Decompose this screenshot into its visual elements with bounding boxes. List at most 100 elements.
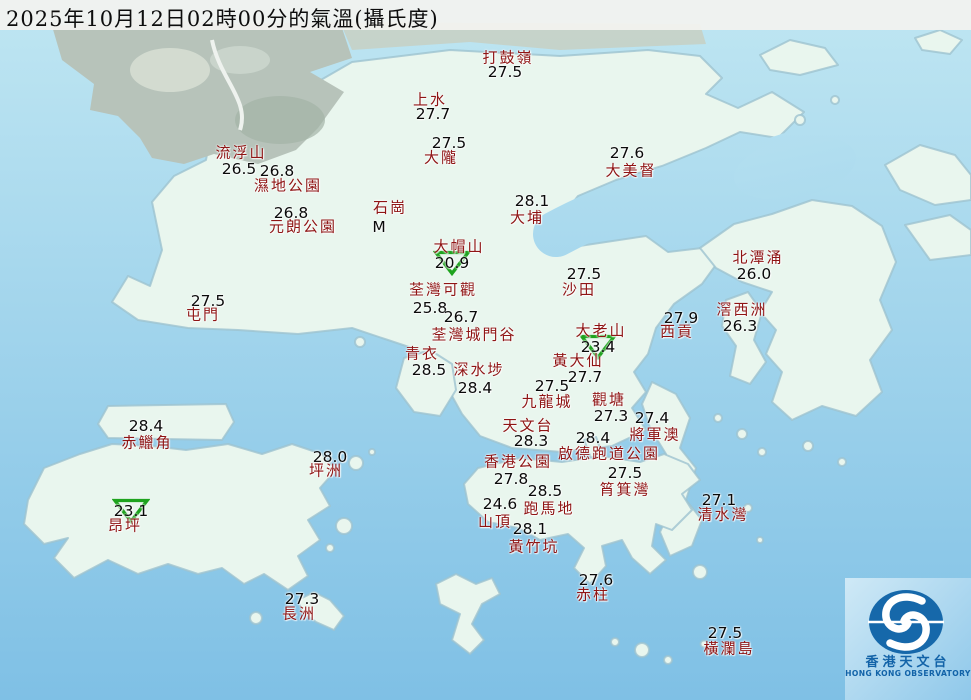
tolo-harbour-water [533,109,885,257]
station-temperature: 27.5 [707,624,743,642]
northeast-island-2 [884,144,971,206]
small-island [837,457,847,467]
small-island [757,447,767,457]
station-temperature: 27.7 [415,105,451,123]
station-temperature: 26.7 [443,308,479,326]
station-temperature: 27.5 [487,63,523,81]
station-name: 沙田 [561,280,597,299]
station-name: 觀塘 [591,390,627,409]
hko-logo-chinese-text: 香港天文台 [865,655,951,670]
station-temperature: 23.4 [580,338,616,356]
cheung-chau-island [297,591,345,631]
small-island [802,440,814,452]
station-name: 清水灣 [697,505,749,524]
station-name: 赤柱 [575,585,611,604]
station-temperature: 28.3 [513,432,549,450]
station-name: 筲箕灣 [599,480,651,499]
station-temperature: 27.5 [566,265,602,283]
lamma-island [435,573,501,655]
station-name: 西貢 [659,322,695,341]
station-name: 大美督 [605,161,657,180]
station-name: 坪洲 [308,461,344,480]
station-temperature: 27.5 [607,464,643,482]
station-name: 香港公園 [483,452,553,471]
station-name: 打鼓嶺 [482,48,534,67]
hko-logo-graphic [845,578,971,700]
station-temperature: 27.3 [284,590,320,608]
station-name: 大帽山 [433,237,485,256]
title-band [0,0,971,30]
station-temperature: 26.8 [273,204,309,222]
tsing-yi-island [395,349,457,417]
station-temperature: 28.1 [514,192,550,210]
station-temperature: 28.5 [411,361,447,379]
station-name: 昂坪 [107,516,143,535]
waglan-island [699,639,709,649]
hei-ling-chau-island [335,517,353,535]
station-name: 濕地公園 [253,176,323,195]
station-temperature: 25.8 [412,299,448,317]
northeast-island-4 [914,29,963,55]
station-name: 荃灣城門谷 [431,325,517,344]
station-temperature: 28.4 [457,379,493,397]
northeast-island-3 [904,214,971,261]
station-temperature: 27.6 [609,144,645,162]
hko-logo-english-text: HONG KONG OBSERVATORY [845,669,971,678]
station-temperature: 26.3 [722,317,758,335]
map-title: 2025年10月12日02時00分的氣溫(攝氏度) [6,7,439,31]
station-name: 荃灣可觀 [408,280,478,299]
station-temperature: 26.8 [259,162,295,180]
station-temperature: 26.5 [221,160,257,178]
station-temperature: 27.3 [593,407,629,425]
station-name: 屯門 [185,305,221,324]
station-temperature: 20.9 [434,254,470,272]
tung-lung-island [692,564,708,580]
po-toi-island [634,642,650,658]
station-name: 橫瀾島 [703,639,755,658]
northeast-island-1 [759,39,839,76]
small-island [610,637,620,647]
station-temperature: 27.8 [493,470,529,488]
station-name: 天文台 [502,416,554,435]
small-island [713,413,723,423]
station-temperature: 27.5 [190,292,226,310]
station-temperature: 27.7 [567,368,603,386]
lantau-island [23,443,337,591]
station-name: 九龍城 [521,392,573,411]
small-island [736,428,748,440]
small-island [756,536,764,544]
station-name: 大埔 [509,208,545,227]
station-name: 大老山 [575,321,627,340]
station-temperature: 24.6 [482,495,518,513]
station-name: 啟德跑道公園 [557,444,661,463]
station-name: 流浮山 [215,143,267,162]
station-name: 黃大仙 [552,351,604,370]
small-island [794,114,806,126]
sai-kung-land [699,199,897,421]
small-island [743,503,753,513]
station-temperature: 27.5 [534,377,570,395]
shek-kwu-chau-island [249,611,263,625]
station-name: 深水埗 [453,360,505,379]
station-temperature: 28.5 [527,482,563,500]
peng-chau-island [348,455,364,471]
station-temperature: 27.1 [701,491,737,509]
hong-kong-island [463,453,701,585]
station-name: 上水 [412,90,448,109]
small-island [325,543,335,553]
small-island [368,448,376,456]
station-name: 跑馬地 [523,499,575,518]
station-temperature: 27.4 [634,409,670,427]
ma-wan-island [354,336,366,348]
station-name: 大隴 [423,148,459,167]
station-name: 赤鱲角 [121,433,173,452]
station-name: 北潭涌 [732,248,784,267]
station-temperature: 27.9 [663,309,699,327]
station-temperature: 23.1 [113,502,149,520]
small-island [830,95,840,105]
station-name: 元朗公園 [268,217,338,236]
station-temperature: 26.0 [736,265,772,283]
station-temperature: 27.5 [431,134,467,152]
station-name: 黃竹坑 [508,537,560,556]
